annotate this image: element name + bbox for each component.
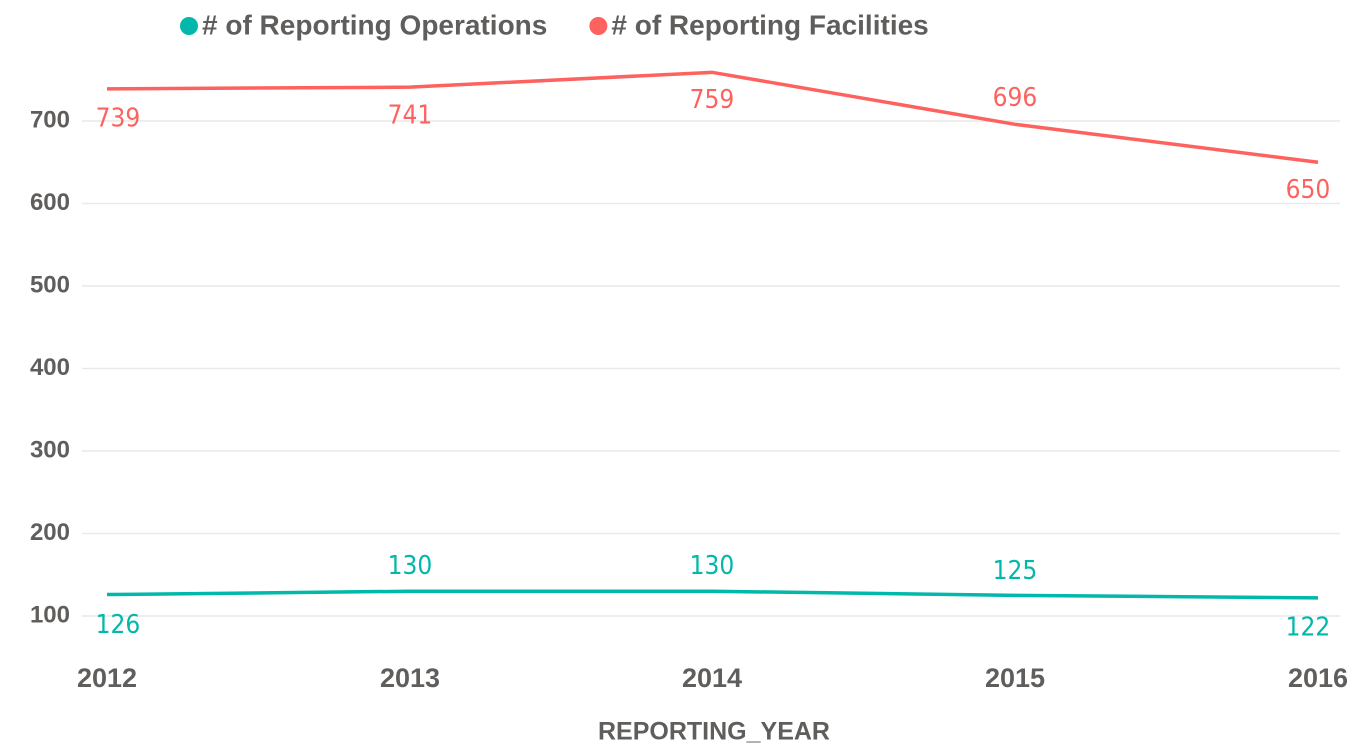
x-tick-label: 2015 (985, 663, 1045, 693)
data-label: 741 (388, 101, 433, 131)
y-tick-label: 400 (30, 354, 70, 381)
data-label: 125 (993, 556, 1038, 586)
legend-label: # of Reporting Operations (202, 9, 547, 40)
y-tick-label: 700 (30, 106, 70, 133)
data-label: 130 (388, 551, 433, 581)
legend-marker (589, 17, 608, 35)
data-label: 130 (690, 551, 735, 581)
y-tick-label: 100 (30, 601, 70, 628)
data-label: 650 (1286, 175, 1331, 205)
line (106, 589, 1319, 600)
y-tick-label: 300 (30, 436, 70, 463)
legend-marker (180, 17, 198, 35)
data-label: 126 (96, 610, 141, 640)
data-label: 696 (993, 83, 1038, 113)
x-tick-label: 2014 (682, 663, 742, 693)
data-label: 759 (690, 85, 735, 115)
line (106, 70, 1319, 164)
x-tick-label: 2016 (1288, 663, 1348, 693)
x-axis-title: REPORTING_YEAR (598, 718, 830, 746)
y-tick-label: 200 (30, 519, 70, 546)
data-label: 122 (1286, 612, 1331, 642)
data-label: 739 (96, 103, 141, 133)
y-tick-label: 600 (30, 189, 70, 216)
x-tick-label: 2012 (77, 663, 137, 693)
y-tick-label: 500 (30, 271, 70, 298)
x-tick-label: 2013 (380, 663, 440, 693)
legend-label: # of Reporting Facilities (611, 9, 928, 40)
